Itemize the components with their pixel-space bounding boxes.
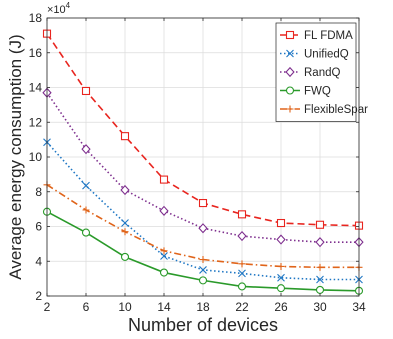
data-point-flexiblespar (200, 256, 207, 263)
data-point-randq (199, 224, 207, 233)
y-tick-label: 4 (35, 254, 42, 268)
data-point-fwq (317, 286, 324, 293)
data-point-flexiblespar (317, 264, 324, 271)
data-point-flexiblespar (278, 263, 285, 270)
data-point-fl-fdma (122, 133, 129, 140)
data-point-randq (160, 207, 168, 216)
y-tick-label: 14 (29, 81, 43, 95)
data-point-fwq (122, 253, 129, 260)
x-tick-label: 26 (274, 300, 288, 314)
data-point-fl-fdma (317, 221, 324, 228)
x-tick-label: 2 (44, 300, 51, 314)
x-tick-label: 6 (83, 300, 90, 314)
data-point-randq (238, 232, 246, 241)
data-point-fl-fdma (239, 211, 246, 218)
data-point-fwq (200, 277, 207, 284)
legend-entry-label: FL FDMA (304, 30, 353, 42)
legend-entry-label: FWQ (304, 86, 331, 98)
data-point-flexiblespar (83, 206, 90, 213)
data-point-fl-fdma (278, 220, 285, 227)
legend-marker (287, 87, 294, 94)
y-axis-multiplier: ×104 (47, 1, 71, 16)
x-tick-label: 14 (157, 300, 171, 314)
legend-entry-label: FlexibleSpar (304, 104, 368, 116)
x-tick-label: 30 (313, 300, 327, 314)
x-axis-label: Number of devices (128, 315, 278, 335)
data-point-randq (316, 238, 324, 247)
x-tick-label: 34 (352, 300, 366, 314)
y-tick-label: 2 (35, 289, 42, 303)
data-point-randq (277, 235, 285, 244)
legend-entry-label: UnifiedQ (304, 49, 349, 61)
data-point-fwq (278, 285, 285, 292)
legend-marker (287, 32, 294, 39)
data-point-fwq (161, 269, 168, 276)
y-tick-label: 6 (35, 220, 42, 234)
y-tick-label: 10 (29, 150, 43, 164)
y-tick-label: 16 (29, 46, 43, 60)
data-point-fl-fdma (83, 87, 90, 94)
y-tick-label: 8 (35, 185, 42, 199)
data-point-fwq (239, 283, 246, 290)
data-point-fwq (83, 229, 90, 236)
x-tick-label: 10 (118, 300, 132, 314)
y-axis-label: Average energy consumption (J) (6, 34, 25, 279)
x-tick-label: 18 (196, 300, 210, 314)
legend-entry-label: RandQ (304, 67, 340, 79)
x-tick-label: 22 (235, 300, 249, 314)
data-point-fl-fdma (161, 176, 168, 183)
y-tick-label: 18 (29, 11, 43, 25)
y-tick-label: 12 (29, 115, 43, 129)
legend: FL FDMA UnifiedQ RandQ FWQ FlexibleSpar (276, 23, 368, 122)
data-point-fl-fdma (200, 200, 207, 207)
data-point-flexiblespar (122, 228, 129, 235)
